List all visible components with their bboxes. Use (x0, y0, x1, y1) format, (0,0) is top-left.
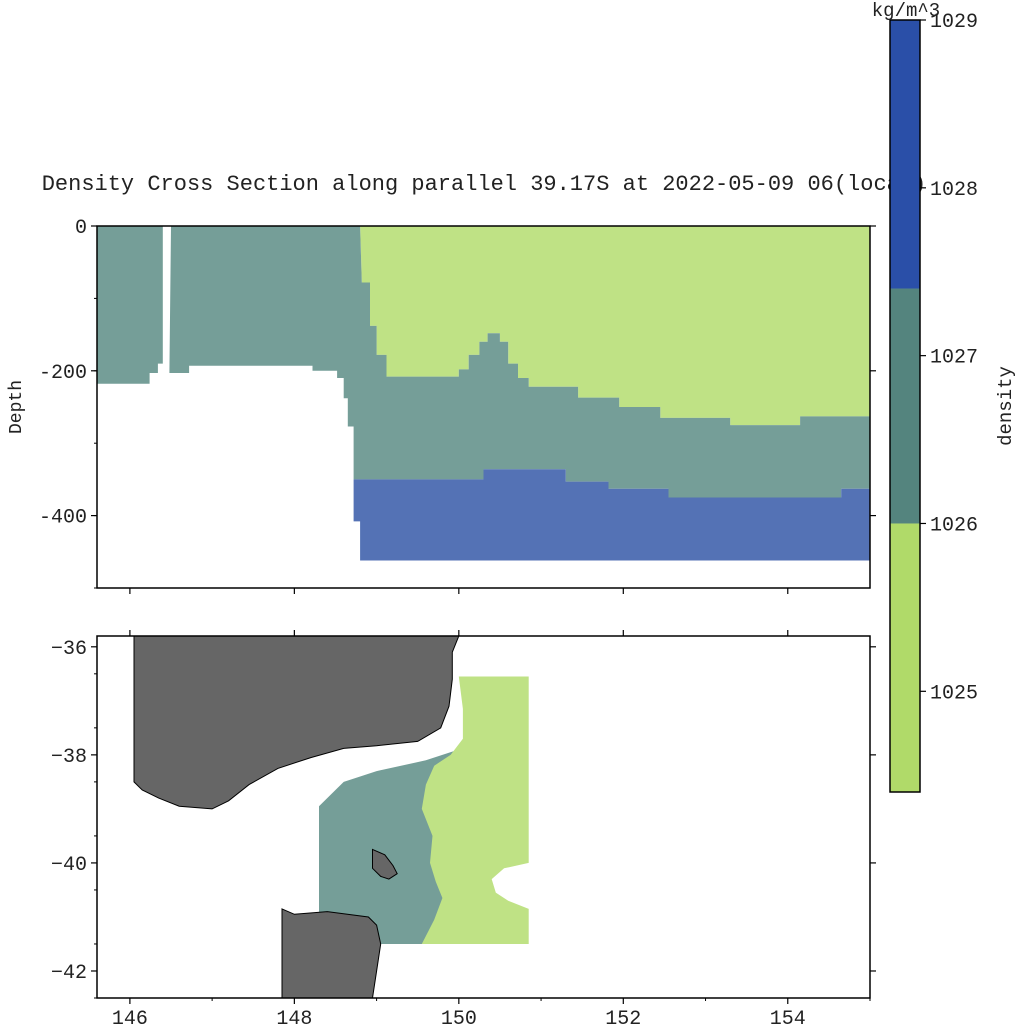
map-region-land-mainland (133, 636, 460, 810)
colorbar-tick-label: 1029 (930, 11, 978, 34)
depth-axis-label: Depth (7, 380, 27, 434)
colorbar-tick-label: 1025 (930, 682, 978, 705)
cross-section-frame (96, 225, 871, 589)
colorbar-band-2 (890, 20, 920, 289)
colorbar-bands (890, 20, 920, 792)
map-x-tick-label: 150 (441, 1008, 477, 1024)
chart-title: Density Cross Section along parallel 39.… (42, 172, 927, 197)
map-y-tick-label: −40 (51, 854, 87, 877)
cross-section-y-tick-label: -400 (39, 507, 87, 530)
colorbar-frame (889, 19, 921, 793)
map-fills (133, 636, 529, 998)
cross-section-region-1025 (360, 226, 870, 426)
map-y-tick-label: −42 (51, 962, 87, 985)
map-y-tick-label: −38 (51, 746, 87, 769)
map-region-land-flinders-island (372, 848, 398, 880)
cross-section-y-tick-label: 0 (75, 217, 87, 240)
map-frame (96, 635, 871, 999)
colorbar: 1025 1026 1027 1028 1029 kg/m^3 density (872, 0, 1016, 793)
cross-section-y-ticks: 0 -200 -400 (39, 217, 876, 589)
colorbar-band-1 (890, 288, 920, 524)
colorbar-tick-label: 1028 (930, 179, 978, 202)
cross-section-fills (97, 226, 871, 561)
map-region-1025 (421, 676, 529, 944)
colorbar-label: density (995, 366, 1016, 446)
colorbar-units: kg/m^3 (872, 0, 940, 22)
colorbar-tick-label: 1027 (930, 347, 978, 370)
map-x-ticks: 146 148 150 152 154 (112, 630, 871, 1024)
map-y-tick-label: −36 (51, 638, 87, 661)
colorbar-tick-label: 1026 (930, 514, 978, 537)
colorbar-band-0 (890, 523, 920, 792)
map-panel: −36 −38 −40 −42 146 148 150 152 154 (51, 630, 876, 1024)
cross-section-region-1028-1029 (353, 469, 871, 561)
cross-section-region-1026-1027 (97, 226, 870, 498)
cross-section-panel: 0 -200 -400 Depth (7, 217, 876, 594)
map-region-land-tasmania (281, 908, 382, 998)
map-x-tick-label: 146 (112, 1008, 148, 1024)
map-x-tick-label: 154 (770, 1008, 806, 1024)
colorbar-ticks: 1025 1026 1027 1028 1029 (920, 11, 978, 705)
map-x-tick-label: 152 (605, 1008, 641, 1024)
cross-section-y-tick-label: -200 (39, 362, 87, 385)
map-x-tick-label: 148 (276, 1008, 312, 1024)
cross-section-x-ticks (129, 588, 789, 594)
map-y-ticks: −36 −38 −40 −42 (51, 638, 876, 999)
